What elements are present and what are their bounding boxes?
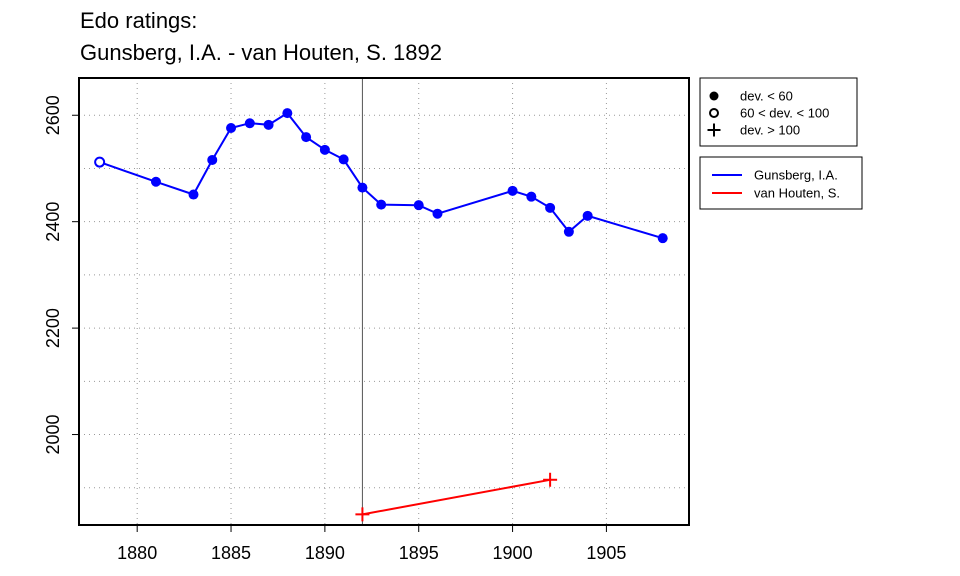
data-point-plus — [543, 472, 558, 487]
plot-frame — [78, 77, 690, 526]
data-point-filled — [357, 182, 368, 193]
data-point-filled — [319, 144, 330, 155]
axes: 1880 1885 1890 1895 1900 1905 2000 2200 2400 2600 — [43, 95, 626, 563]
series-legend-label: Gunsberg, I.A. — [754, 168, 838, 183]
data-point-filled — [226, 123, 237, 134]
x-tick-label: 1880 — [117, 543, 157, 563]
data-point-filled — [150, 176, 161, 187]
x-tick-label: 1885 — [211, 543, 251, 563]
data-point-filled — [188, 189, 199, 200]
data-point-filled — [263, 119, 274, 130]
chart-title-line-2: Gunsberg, I.A. - van Houten, S. 1892 — [80, 40, 442, 65]
marker-legend-label: 60 < dev. < 100 — [740, 106, 829, 121]
data-point-filled — [545, 202, 556, 213]
data-point-filled — [526, 191, 537, 202]
data-point-open — [709, 108, 719, 118]
series-line — [362, 478, 551, 516]
data-point-filled — [244, 118, 255, 129]
data-point-filled — [376, 199, 387, 210]
data-point-filled — [338, 154, 349, 165]
data-point-filled — [563, 226, 574, 237]
data-point-filled — [282, 108, 293, 119]
data-point-filled — [432, 208, 443, 219]
data-point-open — [94, 156, 106, 168]
y-tick-label: 2000 — [43, 415, 63, 455]
series-line — [99, 111, 663, 240]
data-point-plus — [707, 123, 721, 137]
marker-legend-box — [699, 77, 858, 147]
x-tick-label: 1890 — [305, 543, 345, 563]
chart-title-line-1: Edo ratings: — [80, 8, 198, 33]
x-tick-label: 1905 — [586, 543, 626, 563]
x-tick-label: 1895 — [399, 543, 439, 563]
data-point-plus — [355, 507, 370, 522]
data-point-filled — [413, 200, 424, 211]
data-point-filled — [657, 233, 668, 244]
series-legend-box — [699, 156, 863, 210]
y-tick-label: 2200 — [43, 308, 63, 348]
marker-legend-label: dev. > 100 — [740, 123, 800, 138]
marker-legend: dev. < 60 60 < dev. < 100 dev. > 100 — [699, 77, 858, 147]
series-legend-label: van Houten, S. — [754, 186, 840, 201]
series-van-houten-s- — [355, 472, 558, 522]
series-legend: Gunsberg, I.A. van Houten, S. — [699, 156, 863, 210]
marker-legend-label: dev. < 60 — [740, 89, 793, 104]
y-tick-label: 2400 — [43, 202, 63, 242]
grid-lines — [79, 78, 689, 525]
series-layer — [94, 108, 668, 522]
data-point-filled — [709, 91, 719, 101]
data-point-filled — [301, 132, 312, 143]
y-tick-label: 2600 — [43, 95, 63, 135]
data-point-filled — [582, 210, 593, 221]
x-tick-label: 1900 — [493, 543, 533, 563]
data-point-filled — [207, 154, 218, 165]
series-gunsberg-i-a- — [94, 108, 668, 244]
data-point-filled — [507, 185, 518, 196]
